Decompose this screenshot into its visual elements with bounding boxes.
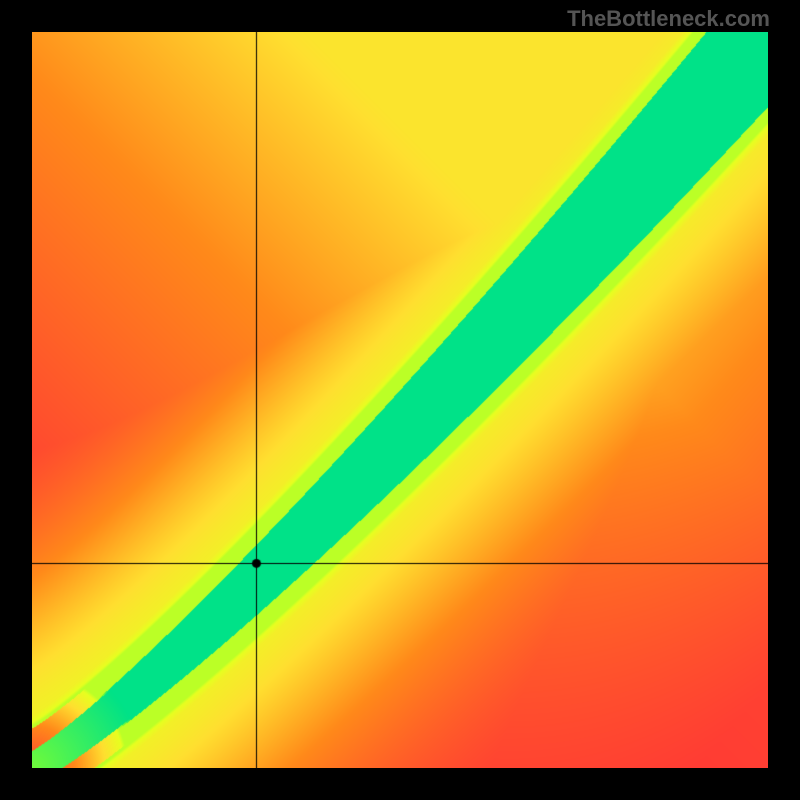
chart-container: TheBottleneck.com — [0, 0, 800, 800]
watermark-text: TheBottleneck.com — [567, 6, 770, 32]
bottleneck-heatmap — [32, 32, 768, 768]
